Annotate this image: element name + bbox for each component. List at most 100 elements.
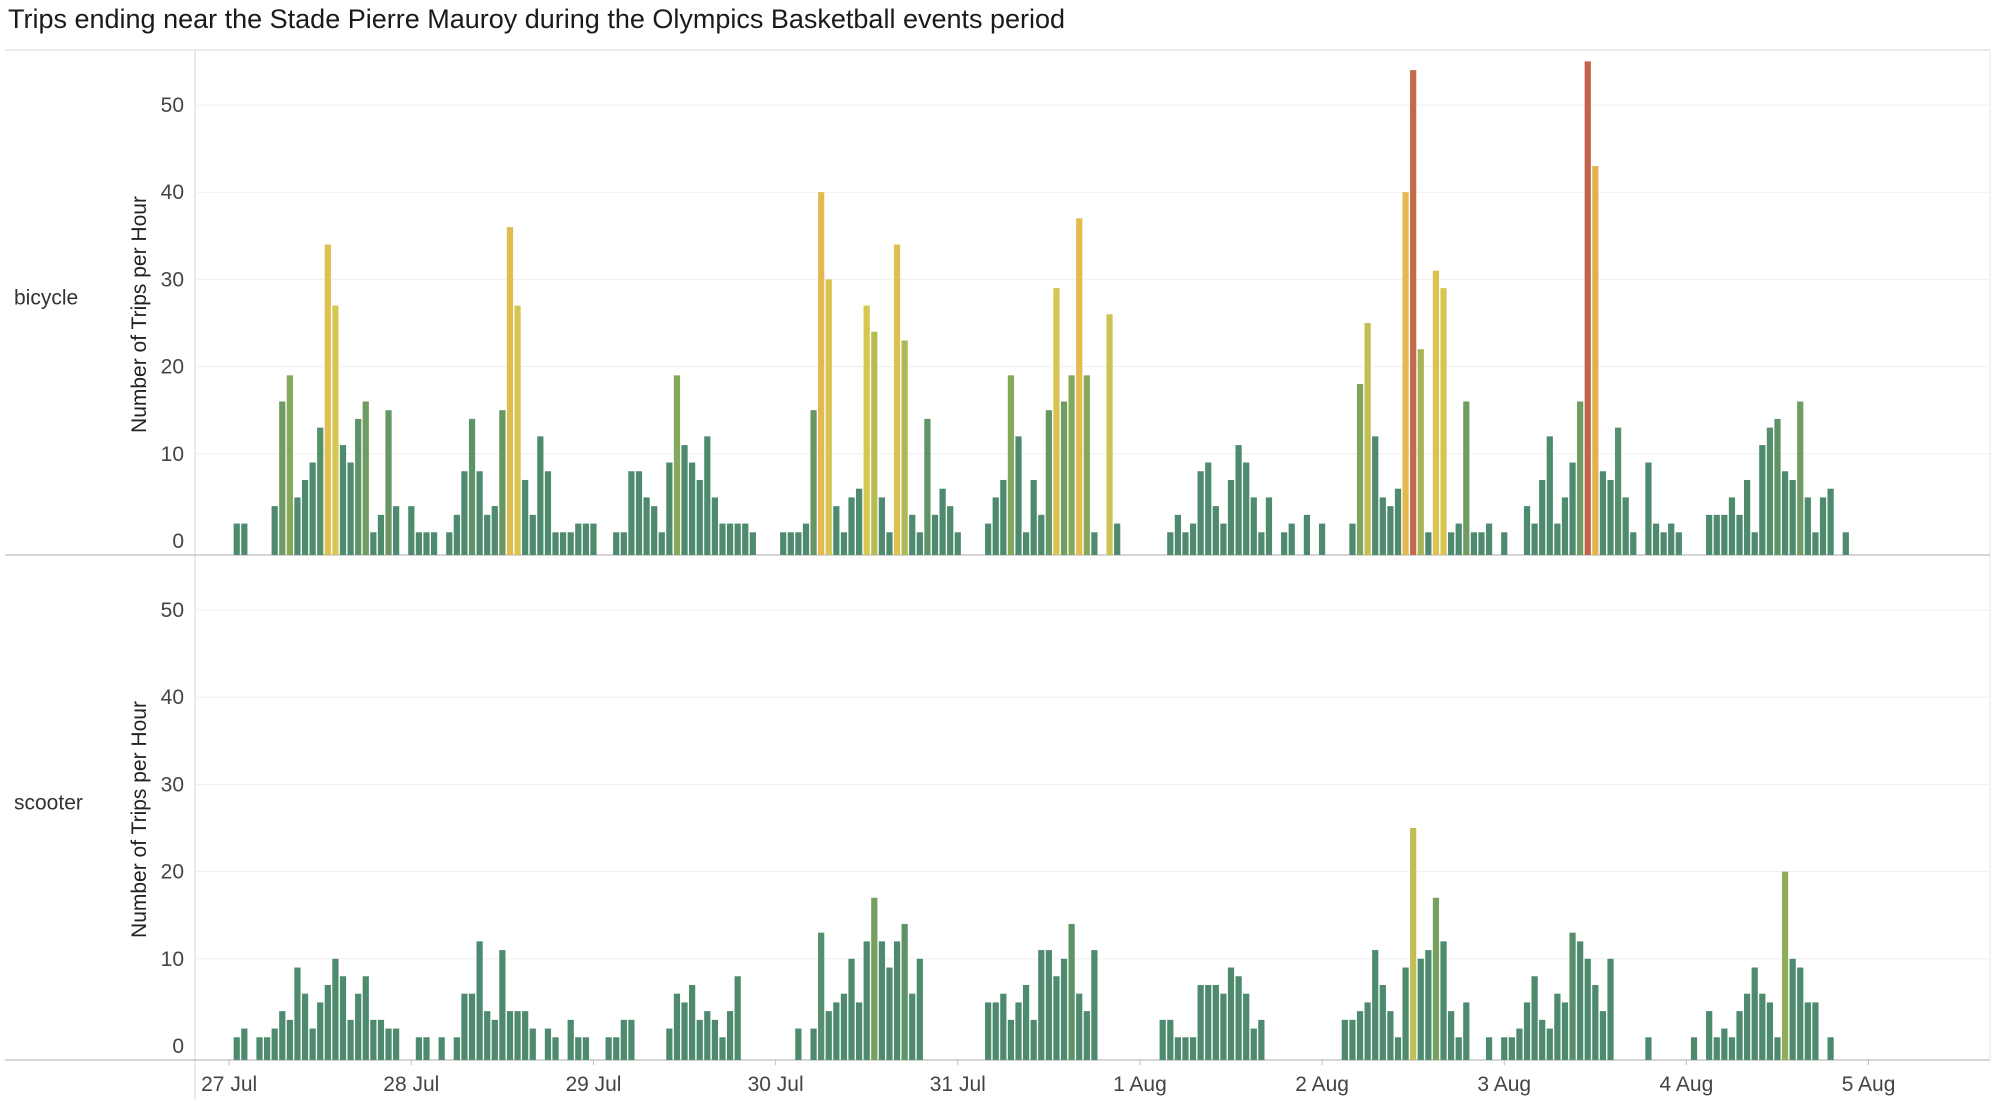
bar-bicycle: [1076, 218, 1083, 556]
bar-scooter: [514, 1011, 521, 1060]
bar-scooter: [1030, 1019, 1037, 1060]
bar-scooter: [848, 958, 855, 1060]
bar-scooter: [1463, 1002, 1470, 1060]
bar-scooter: [893, 941, 901, 1060]
bar-bicycle: [1804, 497, 1811, 555]
bar-scooter: [901, 923, 908, 1060]
bar-bicycle: [1789, 479, 1796, 555]
x-tick-label: 31 Jul: [930, 1073, 986, 1096]
bar-bicycle: [1577, 401, 1584, 555]
y-axis-title: Number of Trips per Hour: [128, 196, 151, 433]
bar-bicycle: [901, 340, 908, 555]
bar-bicycle: [1599, 471, 1607, 555]
y-tick-label: 30: [161, 773, 184, 796]
bar-bicycle: [1387, 506, 1394, 555]
bar-scooter: [1372, 950, 1379, 1060]
bar-bicycle: [734, 523, 741, 555]
bar-bicycle: [491, 506, 498, 555]
y-tick-label: 20: [161, 356, 184, 379]
bar-scooter: [506, 1011, 514, 1060]
gridlines: [195, 104, 1990, 960]
bar-scooter: [1182, 1037, 1189, 1060]
bar-scooter: [1812, 1002, 1819, 1060]
bar-scooter: [1561, 1002, 1569, 1060]
bar-bicycle: [506, 227, 514, 555]
bar-scooter: [1007, 1019, 1015, 1060]
bar-bicycle: [1243, 462, 1250, 555]
bar-scooter: [1781, 871, 1789, 1060]
bar-bicycle: [301, 479, 309, 555]
bar-scooter: [301, 993, 309, 1060]
bar-bicycle: [1448, 532, 1455, 555]
bar-scooter: [1516, 1028, 1523, 1060]
bar-bicycle: [385, 410, 392, 555]
bar-scooter: [1440, 941, 1447, 1060]
bar-bicycle: [430, 532, 438, 555]
bar-bicycle: [704, 436, 711, 555]
bar-scooter: [1721, 1028, 1728, 1060]
bar-bicycle: [1660, 532, 1667, 555]
bar-bicycle: [1531, 523, 1538, 555]
bar-bicycle: [1212, 506, 1219, 555]
bar-scooter: [1645, 1037, 1652, 1060]
bar-bicycle: [1455, 523, 1462, 555]
bar-scooter: [476, 941, 483, 1060]
bar-scooter: [1706, 1011, 1713, 1060]
bar-scooter: [1387, 1011, 1394, 1060]
bar-bicycle: [1417, 349, 1424, 555]
bar-scooter: [1584, 958, 1591, 1060]
x-tick-label: 1 Aug: [1113, 1073, 1167, 1096]
bar-bicycle: [848, 497, 855, 555]
bar-bicycle: [1539, 479, 1546, 555]
bar-bicycle: [393, 506, 400, 555]
bar-bicycle: [1083, 375, 1090, 555]
bar-scooter: [810, 1028, 817, 1060]
bar-scooter: [871, 897, 878, 1060]
bar-bicycle: [1364, 323, 1371, 555]
bar-bicycle: [1235, 445, 1242, 555]
bar-scooter: [377, 1019, 385, 1060]
bar-scooter: [1205, 984, 1212, 1060]
bar-scooter: [985, 1002, 992, 1060]
bar-scooter: [1577, 941, 1584, 1060]
chart-frame: [5, 49, 1991, 1100]
bar-scooter: [666, 1028, 673, 1060]
bar-bicycle: [742, 523, 749, 555]
bar-bicycle: [1501, 532, 1508, 555]
bar-bicycle: [711, 497, 719, 555]
bar-scooter: [1804, 1002, 1811, 1060]
bar-scooter: [719, 1037, 726, 1060]
bar-scooter: [1167, 1019, 1174, 1060]
bar-scooter: [1508, 1037, 1515, 1060]
bar-scooter: [1349, 1019, 1356, 1060]
bar-scooter: [1599, 1011, 1607, 1060]
bar-bicycle: [1410, 70, 1417, 556]
bar-bicycle: [825, 279, 832, 555]
x-tick-label: 2 Aug: [1295, 1073, 1349, 1096]
bar-scooter: [605, 1037, 612, 1060]
bar-scooter: [1448, 1011, 1455, 1060]
bar-scooter: [1000, 993, 1007, 1060]
bar-bicycle: [370, 532, 377, 555]
bar-bicycle: [1554, 523, 1561, 555]
bar-bicycle: [1220, 523, 1227, 555]
bar-bicycle: [726, 523, 734, 555]
bar-scooter: [704, 1011, 711, 1060]
bar-scooter: [1174, 1037, 1181, 1060]
bar-scooter: [878, 941, 885, 1060]
bar-scooter: [1379, 984, 1386, 1060]
bar-bicycle: [1569, 462, 1576, 555]
y-tick-label: 40: [161, 686, 184, 709]
bar-scooter: [370, 1019, 377, 1060]
bar-scooter: [1607, 958, 1614, 1060]
bar-bicycle: [537, 436, 544, 555]
bar-bicycle: [529, 514, 536, 555]
bar-bicycle: [1584, 61, 1591, 556]
bar-scooter: [909, 993, 916, 1060]
bar-scooter: [256, 1037, 263, 1060]
bar-bicycle: [355, 418, 362, 555]
bar-bicycle: [810, 410, 817, 555]
bar-scooter: [1774, 1037, 1781, 1060]
bar-scooter: [1076, 993, 1083, 1060]
